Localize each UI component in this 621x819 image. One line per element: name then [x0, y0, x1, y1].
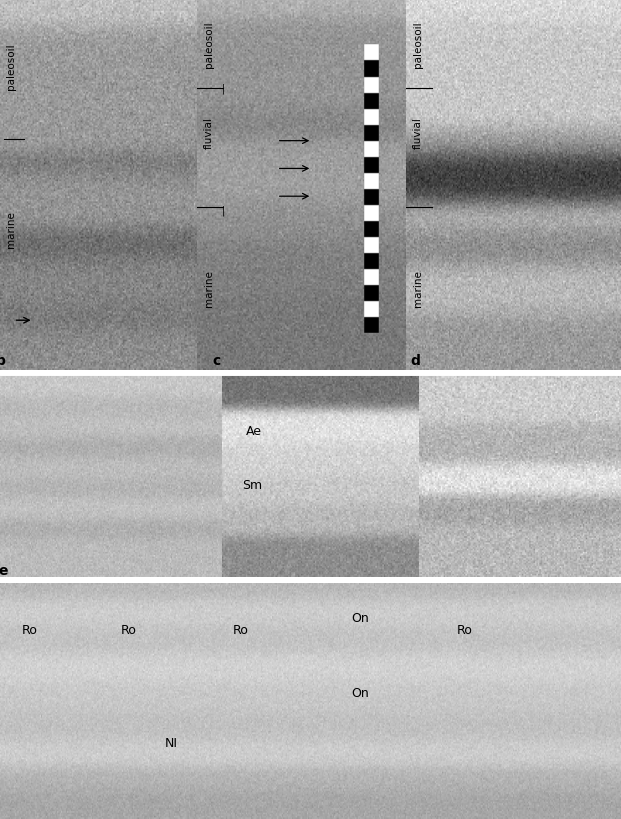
- Bar: [365, 173, 379, 189]
- Bar: [365, 124, 379, 141]
- Text: On: On: [351, 687, 369, 700]
- Text: paleosoil: paleosoil: [204, 21, 214, 68]
- Bar: [365, 189, 379, 205]
- Text: marine: marine: [204, 270, 214, 307]
- Text: e: e: [0, 564, 8, 578]
- Text: paleosoil: paleosoil: [6, 43, 16, 90]
- Text: Ro: Ro: [233, 624, 249, 637]
- Text: Ro: Ro: [22, 624, 38, 637]
- Bar: [365, 269, 379, 285]
- Bar: [365, 285, 379, 301]
- Text: marine: marine: [413, 270, 423, 307]
- Text: fluvial: fluvial: [204, 117, 214, 149]
- Text: paleosoil: paleosoil: [413, 21, 423, 68]
- Text: Ro: Ro: [121, 624, 137, 637]
- Bar: [365, 205, 379, 221]
- Bar: [365, 44, 379, 61]
- Text: Sm: Sm: [242, 479, 262, 492]
- Bar: [365, 301, 379, 317]
- Bar: [365, 61, 379, 76]
- Bar: [365, 141, 379, 156]
- Bar: [365, 109, 379, 124]
- Text: |: |: [222, 206, 225, 216]
- Text: Ro: Ro: [456, 624, 473, 637]
- Text: c: c: [212, 354, 220, 369]
- Text: fluvial: fluvial: [413, 117, 423, 149]
- Bar: [365, 156, 379, 173]
- Bar: [365, 93, 379, 109]
- Text: |: |: [222, 84, 225, 94]
- Text: Ae: Ae: [246, 425, 262, 437]
- Text: d: d: [410, 354, 420, 369]
- Bar: [365, 76, 379, 93]
- Bar: [365, 317, 379, 333]
- Text: b: b: [0, 354, 6, 369]
- Bar: [365, 237, 379, 253]
- Bar: [365, 253, 379, 269]
- Bar: [365, 221, 379, 237]
- Text: NI: NI: [165, 737, 178, 750]
- Text: On: On: [351, 612, 369, 625]
- Text: marine: marine: [6, 211, 16, 248]
